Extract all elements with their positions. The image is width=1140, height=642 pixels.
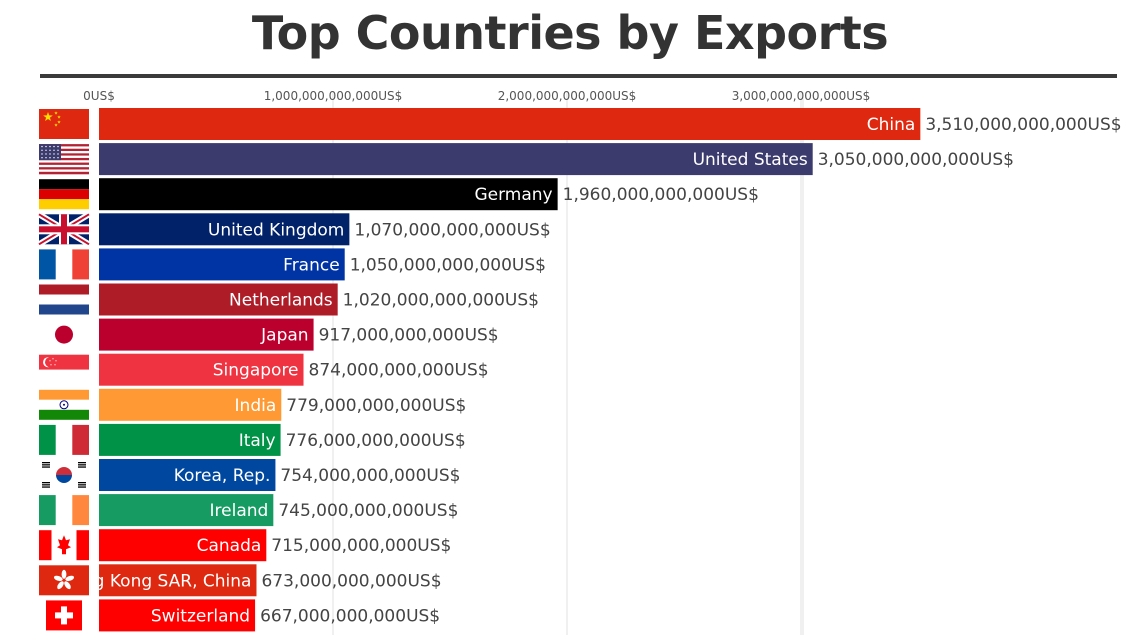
- bar-row: France 1,050,000,000,000US$: [99, 248, 546, 281]
- bar: [99, 248, 345, 281]
- bar-value-label: 917,000,000,000US$: [319, 326, 499, 346]
- bar-row: Singapore 874,000,000,000US$: [99, 353, 489, 386]
- netherlands-flag: [39, 284, 89, 315]
- chart-title: Top Countries by Exports: [251, 6, 889, 60]
- switzerland-flag: [46, 600, 82, 631]
- bar-row: Hong Kong SAR, China 673,000,000,000US$: [60, 564, 442, 597]
- bar-value-label: 673,000,000,000US$: [261, 571, 441, 591]
- bar-row: Italy 776,000,000,000US$: [99, 423, 466, 456]
- x-tick-label: 3,000,000,000,000US$: [732, 89, 871, 103]
- bar-row: Japan 917,000,000,000US$: [99, 318, 499, 351]
- bar-value-label: 1,050,000,000,000US$: [350, 255, 546, 275]
- title-divider: [40, 74, 1117, 78]
- bar-row: Ireland 745,000,000,000US$: [99, 494, 458, 527]
- japan-flag: [39, 319, 89, 350]
- bar: [99, 283, 338, 316]
- bar: [99, 353, 304, 386]
- bar-value-label: 1,020,000,000,000US$: [343, 291, 539, 311]
- x-axis: 0US$ 1,000,000,000,000US$ 2,000,000,000,00…: [83, 89, 870, 103]
- bar-row: India 779,000,000,000US$: [99, 388, 466, 421]
- bar-category-label: India: [235, 396, 277, 416]
- ireland-flag: [39, 495, 89, 526]
- bar-category-label: United Kingdom: [208, 220, 344, 240]
- bar-category-label: Korea, Rep.: [174, 466, 271, 486]
- bar: [99, 213, 350, 246]
- singapore-flag: [39, 354, 89, 385]
- bar-category-label: Netherlands: [229, 291, 333, 311]
- korea-flag: [39, 460, 89, 490]
- bar: [99, 494, 274, 527]
- x-tick-label: 2,000,000,000,000US$: [498, 89, 637, 103]
- bar: [99, 143, 813, 176]
- bar-value-label: 754,000,000,000US$: [280, 466, 460, 486]
- x-tick-label: 0US$: [83, 89, 115, 103]
- germany-flag: [39, 179, 89, 210]
- bar-category-label: Hong Kong SAR, China: [60, 571, 252, 591]
- bar-row: Germany 1,960,000,000,000US$: [99, 178, 759, 211]
- bar-category-label: Japan: [260, 326, 308, 346]
- bar-value-label: 3,050,000,000,000US$: [818, 150, 1014, 170]
- bar: [99, 388, 282, 421]
- bar-value-label: 779,000,000,000US$: [286, 396, 466, 416]
- france-flag: [39, 249, 89, 280]
- canada-flag: [39, 530, 89, 561]
- bar-category-label: Canada: [197, 536, 262, 556]
- bar-value-label: 3,510,000,000,000US$: [925, 115, 1121, 135]
- bar-category-label: China: [867, 115, 916, 135]
- bar-category-label: Germany: [474, 185, 552, 205]
- bar: [99, 529, 267, 562]
- bar-category-label: United States: [693, 150, 808, 170]
- bar: [99, 108, 921, 140]
- united-kingdom-flag: [37, 211, 91, 247]
- bar-row: United Kingdom 1,070,000,000,000US$: [99, 213, 551, 246]
- bar-category-label: Singapore: [213, 361, 299, 381]
- bar-value-label: 667,000,000,000US$: [260, 606, 440, 626]
- bar-row: Korea, Rep. 754,000,000,000US$: [99, 459, 460, 491]
- hong-kong-flag: [39, 565, 89, 596]
- bar: [99, 178, 558, 211]
- bar-value-label: 715,000,000,000US$: [271, 536, 451, 556]
- bar: [99, 459, 276, 491]
- china-flag: [39, 109, 89, 139]
- bar-row: Netherlands 1,020,000,000,000US$: [99, 283, 539, 316]
- bar-category-label: Italy: [239, 431, 276, 451]
- bar-value-label: 745,000,000,000US$: [278, 501, 458, 521]
- bars: China 3,510,000,000,000US$ United States 3,…: [60, 108, 1122, 632]
- bar-row: China 3,510,000,000,000US$: [99, 108, 1122, 140]
- bar-row: Canada 715,000,000,000US$: [99, 529, 451, 562]
- bar: [99, 318, 314, 351]
- united-states-flag: [39, 144, 89, 175]
- bar-value-label: 874,000,000,000US$: [309, 361, 489, 381]
- bar-category-label: France: [283, 255, 340, 275]
- bar-row: Switzerland 667,000,000,000US$: [99, 599, 440, 632]
- bar-category-label: Ireland: [210, 501, 269, 521]
- bar-value-label: 1,960,000,000,000US$: [563, 185, 759, 205]
- bar-row: United States 3,050,000,000,000US$: [99, 143, 1014, 176]
- x-tick-label: 1,000,000,000,000US$: [264, 89, 403, 103]
- bar-value-label: 776,000,000,000US$: [286, 431, 466, 451]
- bar-value-label: 1,070,000,000,000US$: [354, 220, 550, 240]
- bar: [99, 564, 257, 597]
- italy-flag: [39, 424, 89, 455]
- india-flag: [39, 389, 89, 420]
- bar-category-label: Switzerland: [151, 606, 250, 626]
- flag-column: [37, 109, 91, 631]
- bar: [99, 599, 256, 632]
- bar: [99, 423, 281, 456]
